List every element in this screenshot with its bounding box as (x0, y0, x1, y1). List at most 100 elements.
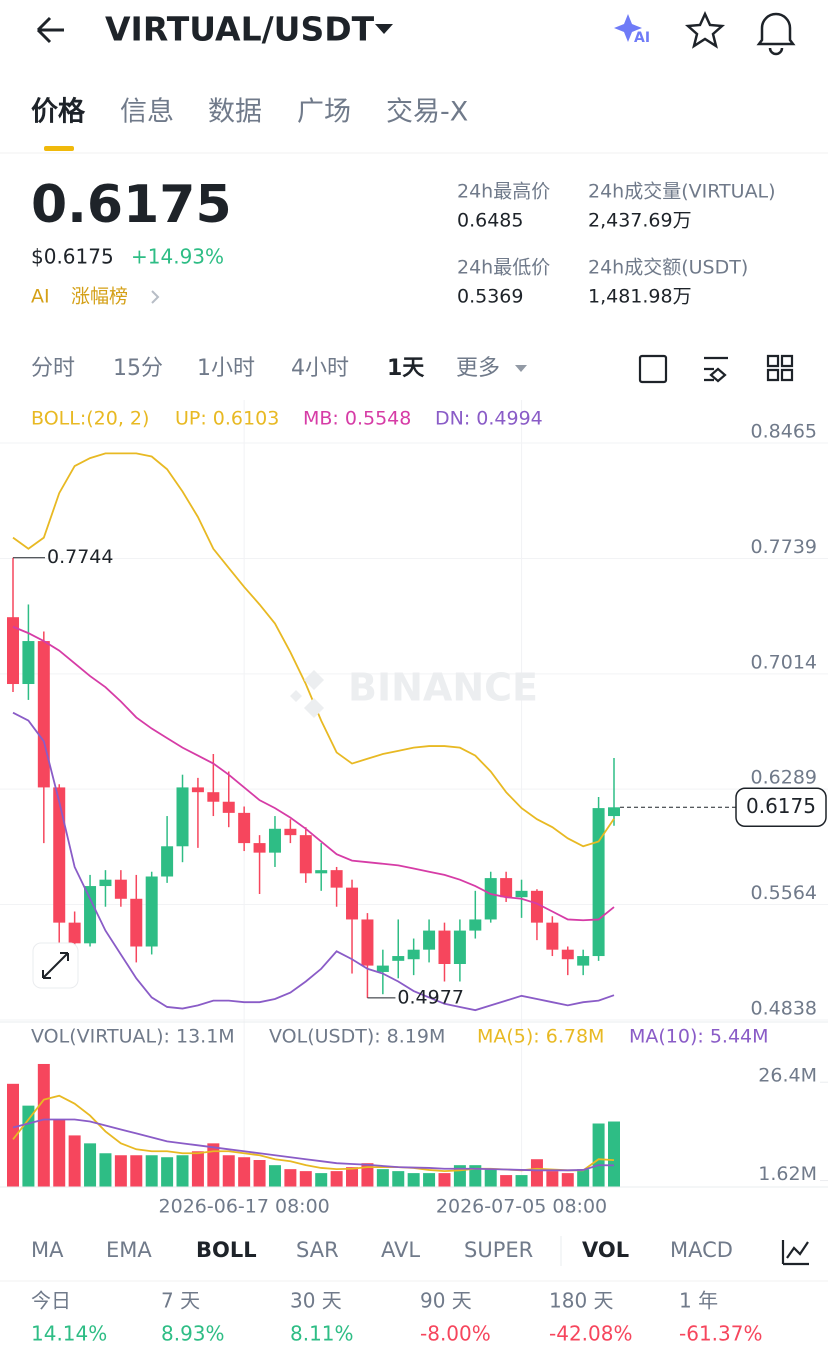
volume-bar (592, 1123, 605, 1187)
volume-bar (361, 1163, 374, 1187)
volume-bar (392, 1171, 405, 1187)
volume-bar (376, 1169, 389, 1187)
tool-icon[interactable] (638, 354, 668, 384)
candle-body (561, 949, 574, 960)
candle-body (361, 919, 374, 966)
candle-body (114, 879, 127, 899)
chevron (151, 290, 160, 304)
indicator-option[interactable]: MACD (670, 1238, 733, 1262)
period-label: 今日 (31, 1289, 71, 1313)
tab[interactable]: 广场 (297, 97, 351, 128)
ai-label[interactable]: AI (31, 286, 50, 308)
last-price-box (735, 787, 827, 828)
stat-label: 24h成交额(USDT) (588, 257, 748, 279)
volume-bar (176, 1155, 189, 1187)
volume-bar (130, 1155, 143, 1187)
volume-bar (299, 1171, 312, 1187)
legend-entry: UP: 0.6103 (175, 408, 279, 430)
stat-label: 24h最低价 (457, 257, 550, 279)
y-tick-label: 0.7014 (751, 651, 817, 673)
header: VIRTUAL/USDT AI (36, 10, 796, 56)
candle-body (53, 787, 66, 923)
pair-dropdown[interactable] (375, 24, 393, 34)
x-tick-label: 2026-07-05 08:00 (436, 1196, 607, 1218)
interval-option[interactable]: 4小时 (291, 356, 349, 381)
expand-icon (42, 952, 69, 979)
candle-body (68, 922, 81, 944)
candle-body (84, 886, 97, 944)
interval-option[interactable]: 1天 (387, 356, 425, 381)
layout-icon[interactable] (766, 354, 794, 382)
period-label: 7 天 (161, 1289, 200, 1313)
chart-tools (638, 354, 794, 384)
period-label: 1 年 (679, 1289, 718, 1313)
volume-bar (515, 1175, 528, 1187)
indicator-option[interactable]: AVL (381, 1238, 420, 1262)
candle-body (207, 792, 220, 802)
indicator-option[interactable]: VOL (582, 1238, 629, 1262)
x-tick-label: 2026-06-17 08:00 (159, 1196, 330, 1218)
volume-bar (207, 1143, 220, 1187)
candle-body (130, 898, 143, 947)
candle-body (176, 787, 189, 847)
candle-body (238, 812, 251, 844)
indicator-option[interactable]: MA (31, 1238, 64, 1262)
interval-option[interactable]: 1小时 (197, 356, 255, 381)
indicator-settings[interactable] (781, 1240, 809, 1266)
candle-body (453, 930, 466, 965)
candle-body (577, 956, 590, 966)
stat-value: 0.5369 (457, 286, 523, 308)
more-caret (515, 365, 527, 372)
tab[interactable]: 价格 (31, 97, 86, 128)
alert-button[interactable] (756, 12, 796, 56)
y-tick-label: 0.5564 (751, 882, 817, 904)
legend-entry: DN: 0.4994 (435, 408, 543, 430)
interval-option[interactable]: 更多 (456, 356, 500, 381)
candle-body (222, 801, 235, 813)
indicator-option[interactable]: EMA (106, 1238, 152, 1262)
volume-bar (530, 1159, 543, 1187)
interval-option[interactable]: 分时 (31, 356, 75, 381)
favorite-button[interactable] (684, 10, 726, 49)
pair-title[interactable]: VIRTUAL/USDT (105, 10, 375, 49)
usd-price: $0.6175 (31, 245, 114, 269)
indicator-option[interactable]: BOLL (196, 1238, 257, 1262)
interval-option[interactable]: 15分 (113, 356, 163, 381)
stat-value: 0.6485 (457, 210, 523, 232)
back-button[interactable] (36, 16, 64, 44)
volume-bar (145, 1155, 158, 1187)
volume-bar (315, 1173, 328, 1187)
tab[interactable]: 数据 (208, 97, 262, 128)
candle-body (546, 922, 559, 950)
volume-bar (284, 1169, 297, 1187)
candle-body (346, 887, 359, 920)
indicator-option[interactable]: SAR (296, 1238, 339, 1262)
indicator-option[interactable]: SUPER (464, 1238, 533, 1262)
ai-icon[interactable] (614, 14, 642, 42)
last-price-label: 0.6175 (746, 794, 816, 818)
y-tick-label: 0.8465 (751, 421, 817, 443)
volume-bar (7, 1083, 19, 1187)
candle-body (99, 879, 112, 887)
volume-bar (407, 1173, 420, 1187)
tab-underline (44, 146, 74, 151)
tab[interactable]: 信息 (120, 97, 174, 128)
period-change: -8.00% (420, 1322, 491, 1346)
volume-bar (346, 1167, 359, 1187)
legend-entry: VOL(VIRTUAL): 13.1M (31, 1026, 235, 1048)
candle-body (500, 878, 513, 898)
candle-body (315, 870, 328, 874)
rank-link[interactable]: 涨幅榜 (71, 286, 128, 308)
volume-bar (438, 1173, 451, 1187)
high-marker: 0.7744 (47, 546, 113, 568)
candle-body (268, 828, 281, 853)
tool-icon[interactable] (704, 356, 728, 383)
ai-badge: AI (634, 30, 650, 46)
tab[interactable]: 交易-X (386, 97, 468, 128)
volume-bar (561, 1173, 574, 1187)
candle-body (299, 835, 312, 874)
indicator-line (12, 1118, 615, 1172)
volume-bar (268, 1165, 281, 1187)
candle-body (423, 930, 436, 950)
candle-body (608, 807, 620, 817)
